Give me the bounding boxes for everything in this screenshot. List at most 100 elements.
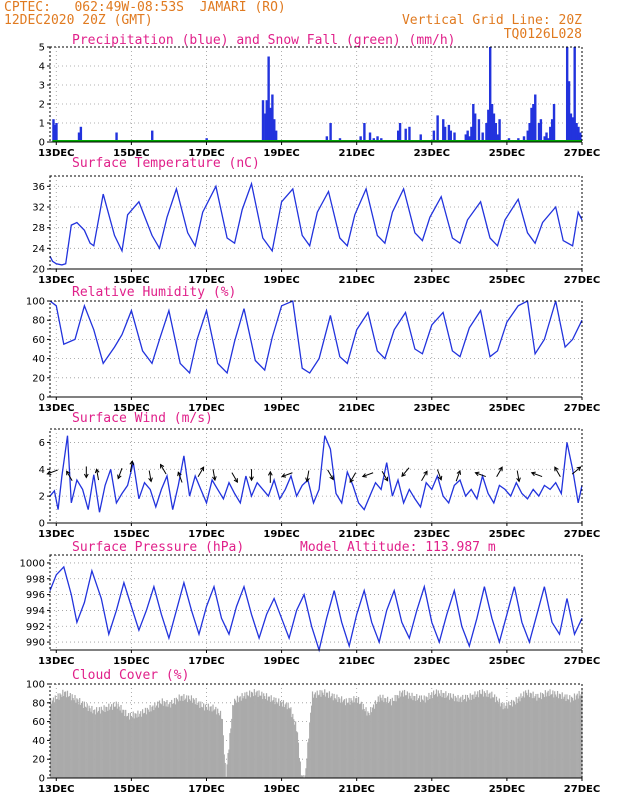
- cloud-bar: [299, 761, 301, 778]
- precip-bar: [552, 104, 556, 142]
- cloud-bar: [438, 693, 440, 778]
- cloud-bar: [506, 702, 508, 778]
- cloud-bar: [234, 700, 237, 778]
- cloud-bar: [160, 704, 162, 778]
- cloud-bar: [425, 696, 427, 778]
- cloud-bar: [141, 716, 143, 778]
- cloud-bar: [69, 693, 71, 778]
- precip-bar: [408, 126, 411, 142]
- cloud-bar: [387, 703, 390, 778]
- cloud-bar: [296, 732, 299, 778]
- precip-bar: [485, 123, 488, 142]
- cloud-bar: [488, 693, 490, 778]
- precip-bar: [577, 126, 580, 142]
- x-tick-label: 13DEC: [38, 148, 74, 159]
- cloud-bar: [294, 724, 296, 778]
- cloud-bar: [419, 702, 422, 778]
- wind-arrow-head: [383, 476, 389, 482]
- wind-arrow: [129, 461, 133, 473]
- cloud-bar: [258, 690, 260, 778]
- cloud-bar: [260, 695, 262, 778]
- cloud-bar: [243, 696, 245, 778]
- cloud-bar: [385, 698, 387, 778]
- wind-arrow: [148, 470, 152, 482]
- cloud-bar: [440, 690, 442, 778]
- cloud-bar: [470, 699, 472, 778]
- cloud-bar: [62, 689, 64, 778]
- cloud-bar: [346, 703, 348, 778]
- x-tick-label: 19DEC: [263, 275, 299, 286]
- cloud-bar: [361, 709, 363, 778]
- cloud-bar: [266, 700, 269, 778]
- cloud-bar: [510, 705, 512, 778]
- x-tick-label: 17DEC: [188, 275, 224, 286]
- x-tick-label: 15DEC: [113, 275, 149, 286]
- wind-arrow-head: [474, 471, 480, 477]
- cloud-bar: [263, 693, 265, 778]
- cloud-bar: [238, 697, 240, 778]
- cloud-bar: [172, 703, 174, 778]
- cloud-bar: [192, 698, 194, 778]
- cloud-bar: [187, 702, 189, 778]
- x-tick-label: 19DEC: [263, 148, 299, 159]
- precip-bar: [481, 132, 484, 142]
- y-tick-label: 20: [32, 265, 45, 276]
- cloud-bar: [116, 708, 118, 778]
- wind-arrow-head: [94, 468, 100, 474]
- cloud-bar: [97, 710, 100, 778]
- wind-arrow-head: [576, 466, 582, 472]
- wind-arrow-head: [233, 478, 238, 484]
- x-tick-label: 21DEC: [338, 148, 374, 159]
- cloud-bar: [557, 698, 560, 778]
- x-tick-label: 17DEC: [188, 529, 224, 540]
- cloud-bar: [182, 700, 184, 778]
- cloud-bar: [466, 694, 469, 778]
- cloud-bar: [96, 707, 98, 778]
- cloud-bar: [314, 692, 316, 778]
- y-tick-label: 40: [32, 736, 45, 747]
- precip-bar: [573, 47, 576, 142]
- cloud-bar: [502, 709, 504, 778]
- cloud-bar: [310, 712, 312, 778]
- cloud-bar: [222, 735, 224, 778]
- cloud-bar: [482, 696, 484, 778]
- cloud-bar: [124, 715, 126, 778]
- cloud-bar: [173, 698, 176, 778]
- cloud-bar: [82, 707, 85, 778]
- cloud-bar: [329, 697, 331, 778]
- cloud-bar: [236, 695, 239, 778]
- cloud-bar: [370, 707, 372, 778]
- cloud-bar: [452, 693, 454, 778]
- cloud-bar: [223, 754, 225, 778]
- cloud-bar: [392, 700, 394, 778]
- cloud-bar: [244, 692, 246, 778]
- cloud-bar: [156, 705, 158, 778]
- x-tick-label: 27DEC: [564, 784, 600, 795]
- cloud-bar: [453, 701, 455, 778]
- cloud-bar: [72, 698, 74, 778]
- y-tick-label: 80: [32, 316, 45, 327]
- cloud-bar: [362, 703, 364, 778]
- cloud-bar: [391, 697, 393, 778]
- x-tick-label: 17DEC: [188, 148, 224, 159]
- precip-bar: [571, 117, 575, 142]
- x-tick-label: 27DEC: [564, 275, 600, 286]
- cloud-bar: [74, 695, 76, 778]
- cloud-bar: [170, 707, 172, 778]
- cloud-bar: [479, 693, 482, 778]
- x-tick-label: 27DEC: [564, 529, 600, 540]
- cloud-bar: [158, 700, 161, 778]
- cloud-bar: [257, 697, 259, 778]
- cloud-bar: [439, 695, 441, 778]
- cloud-bar: [381, 700, 383, 778]
- cloud-bar: [389, 698, 392, 778]
- cloud-bar: [179, 700, 181, 778]
- cloud-bar: [203, 703, 205, 778]
- cloud-bar: [278, 698, 280, 778]
- cloud-bar: [313, 694, 316, 778]
- wind-arrow-head: [554, 466, 559, 472]
- cloud-bar: [85, 707, 87, 778]
- cloud-bar: [108, 703, 110, 778]
- cloud-bar: [297, 742, 300, 778]
- cloud-bar: [518, 696, 520, 778]
